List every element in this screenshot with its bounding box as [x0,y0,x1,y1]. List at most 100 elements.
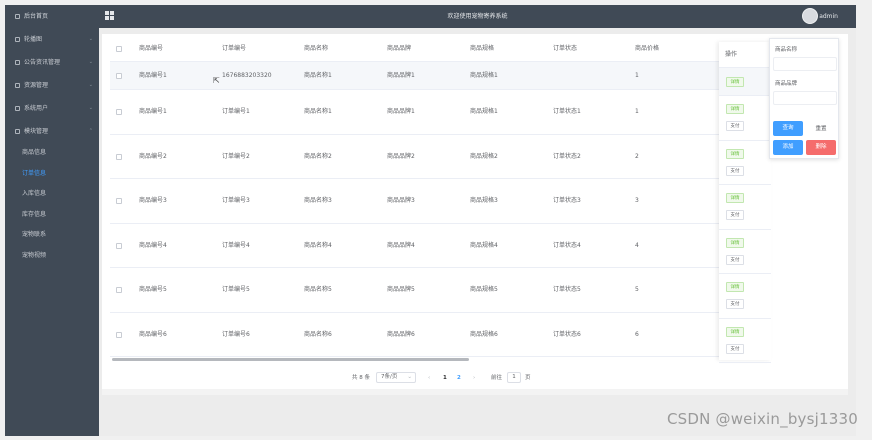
sidebar-subitem-products[interactable]: 商品信息 [22,149,47,156]
cell-spec: 商品规格4 [470,241,498,249]
cell-status: 订单状态2 [553,152,581,160]
content-footer [102,389,848,395]
ops-row: 详情 支付 [719,96,771,141]
cell-spec: 商品规格6 [470,330,498,338]
delete-button[interactable]: 删除 [806,140,836,155]
sidebar-subitem-stock[interactable]: 库存信息 [22,210,47,218]
detail-button[interactable]: 详情 [726,148,744,159]
row-checkbox[interactable] [116,109,122,115]
search-input-brand[interactable] [773,91,837,105]
page-number[interactable]: 1 [443,375,447,381]
avatar[interactable] [802,8,818,24]
chevron-up-icon: ⌃ [88,128,93,134]
cell-product-no: 商品编号1 [139,72,167,79]
detail-button[interactable]: 详情 [726,104,744,114]
search-input-name[interactable] [773,57,837,71]
row-checkbox[interactable] [116,73,122,79]
cell-spec: 商品规格5 [470,286,498,293]
cell-name: 商品名称4 [304,241,332,249]
column-header: 订单编号 [222,45,247,52]
table-row[interactable]: 商品编号1 1676883203320 商品名称1 商品品牌1 商品规格1 1 [110,62,770,90]
column-header: 商品编号 [139,45,164,52]
sidebar-item-carousel[interactable]: 轮播图 ⌄ [5,28,99,51]
orders-table: 商品编号 订单编号 商品名称 商品品牌 商品规格 订单状态 商品价格 商品编号1… [110,36,770,357]
cell-brand: 商品品牌3 [387,197,415,204]
horizontal-scrollbar[interactable] [112,358,469,361]
row-checkbox[interactable] [116,242,122,249]
detail-button[interactable]: 详情 [726,237,744,248]
detail-button[interactable]: 详情 [726,193,744,203]
cell-order-no: 1676883203320 [222,72,272,79]
cell-product-no: 商品编号6 [139,330,167,338]
cell-product-no: 商品编号4 [139,241,167,249]
sidebar-subitem-pet-video[interactable]: 宠物视频 [22,251,47,259]
sidebar-item-news[interactable]: 公告资讯管理 ⌄ [5,51,99,74]
chevron-down-icon: ⌄ [88,105,93,111]
location-icon [15,83,20,88]
column-header: 商品名称 [304,45,329,52]
pay-button[interactable]: 支付 [726,254,744,265]
ops-row: 详情 支付 [719,185,771,230]
table-row[interactable]: 商品编号3 订单编号3 商品名称3 商品品牌3 商品规格3 订单状态3 3 [110,179,770,224]
sidebar-item-resources[interactable]: 资源管理 ⌄ [5,74,99,97]
detail-button[interactable]: 详情 [726,326,744,337]
sidebar-item-label: 模块管理 [24,128,49,135]
row-checkbox[interactable] [116,331,122,338]
user-name[interactable]: admin [819,13,838,20]
cell-name: 商品名称2 [304,152,332,160]
cell-order-no: 订单编号6 [222,330,250,338]
chevron-down-icon: ⌄ [88,59,93,65]
reset-button[interactable]: 重置 [806,121,836,136]
goto-page-input[interactable]: 1 [507,372,521,383]
page-size-select[interactable]: 7条/页 ⌄ [376,372,416,383]
sidebar-item-users[interactable]: 系统用户 ⌄ [5,97,99,120]
sidebar-subitem-inbound[interactable]: 入库信息 [22,190,47,197]
cell-name: 商品名称1 [304,108,332,115]
row-checkbox[interactable] [116,198,122,204]
page-number-current[interactable]: 2 [457,375,461,381]
sidebar-item-modules[interactable]: 模块管理 ⌃ [5,120,99,143]
cell-status: 订单状态5 [553,286,581,293]
sidebar-subitem-orders[interactable]: 订单信息 [22,169,47,177]
cell-product-no: 商品编号3 [139,197,167,204]
pay-button[interactable]: 支付 [726,210,744,220]
pay-button[interactable]: 支付 [726,299,744,309]
query-button[interactable]: 查询 [773,121,803,136]
table-row[interactable]: 商品编号6 订单编号6 商品名称6 商品品牌6 商品规格6 订单状态6 6 [110,313,770,357]
cell-brand: 商品品牌6 [387,330,415,338]
cell-price: 2 [635,152,639,160]
cell-name: 商品名称6 [304,330,332,338]
watermark: CSDN @weixin_bysj1330 [666,410,858,428]
sidebar-item-home[interactable]: 后台首页 [5,5,99,28]
next-page-icon[interactable]: › [473,375,476,381]
document-icon [15,60,20,65]
column-header: 商品品牌 [387,45,412,52]
detail-button[interactable]: 详情 [726,77,744,87]
select-all-checkbox[interactable] [116,46,122,52]
row-checkbox[interactable] [116,287,122,293]
chevron-down-icon: ⌄ [88,82,93,88]
table-row[interactable]: 商品编号2 订单编号2 商品名称2 商品品牌2 商品规格2 订单状态2 2 [110,135,770,179]
table-row[interactable]: 商品编号1 订单编号1 商品名称1 商品品牌1 商品规格1 订单状态1 1 [110,90,770,135]
sidebar-subitem-pet-contact[interactable]: 宠物联系 [22,231,47,238]
pay-button[interactable]: 支付 [726,121,744,131]
menu-grid-icon[interactable] [105,11,114,20]
row-checkbox[interactable] [116,153,122,160]
pay-button[interactable]: 支付 [726,343,744,354]
detail-button[interactable]: 详情 [726,282,744,292]
ops-row: 详情 [719,68,771,96]
cell-status: 订单状态3 [553,197,581,204]
cell-status: 订单状态6 [553,330,581,338]
table-row[interactable]: 商品编号5 订单编号5 商品名称5 商品品牌5 商品规格5 订单状态5 5 [110,268,770,313]
cell-order-no: 订单编号4 [222,241,250,249]
cell-product-no: 商品编号1 [139,108,167,115]
cell-name: 商品名称5 [304,286,332,293]
grid-icon [15,129,20,134]
sidebar-item-label: 资源管理 [24,82,49,89]
add-button[interactable]: 添加 [773,140,803,155]
table-row[interactable]: 商品编号4 订单编号4 商品名称4 商品品牌4 商品规格4 订单状态4 4 [110,224,770,268]
pay-button[interactable]: 支付 [726,165,744,176]
prev-page-icon[interactable]: ‹ [428,375,431,381]
cell-price: 6 [635,330,639,338]
column-header: 商品规格 [470,45,495,52]
